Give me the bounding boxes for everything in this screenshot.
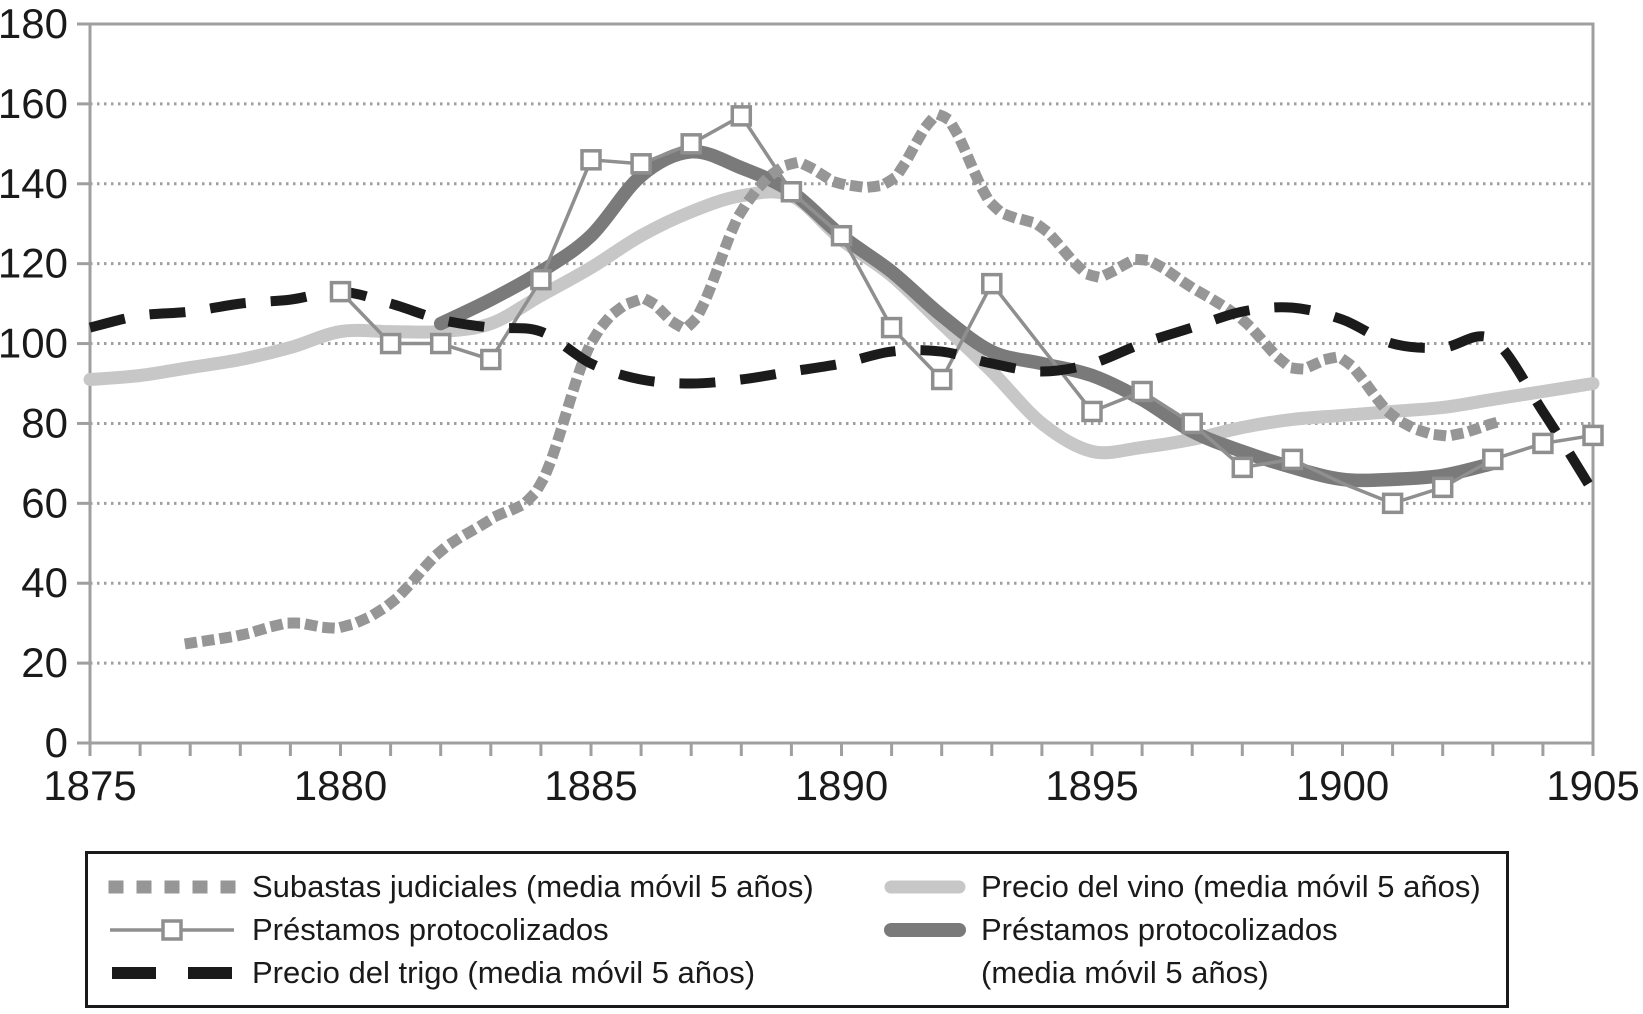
series-prestamos-marker xyxy=(981,272,1003,295)
series-prestamos-marker xyxy=(830,224,853,247)
series-prestamos-marker xyxy=(1482,448,1504,471)
legend-column-left: Subastas judiciales (media móvil 5 años)… xyxy=(88,865,845,1005)
y-tick-label: 40 xyxy=(21,559,68,606)
series-prestamos-marker xyxy=(1281,448,1304,471)
series-prestamos-marker xyxy=(780,181,803,203)
x-tick-label: 1890 xyxy=(795,762,888,809)
series-prestamos-marker xyxy=(1181,412,1203,435)
legend-item-trigo: Precio del trigo (media móvil 5 años) xyxy=(88,951,845,994)
legend-label-subastas: Subastas judiciales (media móvil 5 años) xyxy=(252,869,814,904)
legend-label-prestamos-mm-line3: (media móvil 5 años) xyxy=(981,955,1269,990)
subastas-dotted-line-swatch xyxy=(106,877,238,897)
series-prestamos-marker xyxy=(329,280,352,303)
series-prestamos-marker xyxy=(930,368,953,391)
y-tick-label: 120 xyxy=(0,240,68,287)
legend: Subastas judiciales (media móvil 5 años)… xyxy=(85,851,1509,1008)
x-tick-label: 1875 xyxy=(43,762,136,809)
y-tick-label: 180 xyxy=(0,0,68,47)
series-prestamos-marker xyxy=(480,348,502,371)
series-prestamos-marker xyxy=(1131,380,1153,403)
series-prestamos-marker xyxy=(1231,456,1254,479)
series-prestamos_mm-line xyxy=(433,145,1500,488)
legend-label-prestamos-mm-line2: Préstamos protocolizados xyxy=(981,912,1338,947)
prestamos-mm-thick-line-swatch xyxy=(883,920,967,940)
legend-label-vino: Precio del vino (media móvil 5 años) xyxy=(981,869,1481,904)
y-tick-label: 60 xyxy=(21,479,68,526)
y-tick-label: 160 xyxy=(0,80,68,127)
legend-item-prestamos-mm: Préstamos protocolizados xyxy=(845,908,1506,951)
legend-item-subastas: Subastas judiciales (media móvil 5 años) xyxy=(88,865,845,908)
series-prestamos-marker xyxy=(379,332,402,355)
y-tick-label: 0 xyxy=(45,719,68,766)
legend-label-prestamos: Préstamos protocolizados xyxy=(252,912,609,947)
series-subastas_mm-line xyxy=(183,110,1500,650)
series-prestamos-marker xyxy=(1381,492,1404,515)
series-prestamos-marker xyxy=(1532,432,1554,455)
legend-item-vino: Precio del vino (media móvil 5 años) xyxy=(845,865,1506,908)
x-tick-label: 1900 xyxy=(1296,762,1389,809)
series-prestamos-marker xyxy=(580,149,602,171)
series-prestamos-marker xyxy=(429,332,452,355)
legend-column-right: Precio del vino (media móvil 5 años) Pré… xyxy=(845,865,1506,1005)
series-prestamos-marker xyxy=(680,133,702,155)
y-tick-label: 20 xyxy=(21,639,68,686)
legend-item-prestamos: Préstamos protocolizados xyxy=(88,908,845,951)
x-tick-label: 1905 xyxy=(1546,762,1639,809)
legend-item-prestamos-mm-continuation: (media móvil 5 años) xyxy=(845,951,1506,994)
prestamos-marker-line-swatch xyxy=(106,918,238,942)
series-prestamos-marker xyxy=(730,105,753,127)
series-prestamos-marker xyxy=(1081,400,1103,423)
series-prestamos-marker xyxy=(530,268,552,291)
series-prestamos-marker xyxy=(630,153,652,175)
series-prestamos-marker xyxy=(1582,424,1604,447)
y-tick-label: 80 xyxy=(21,399,68,446)
series-prestamos-marker xyxy=(880,316,903,339)
trigo-dashed-line-swatch xyxy=(106,963,238,983)
series-prestamos-marker xyxy=(1431,476,1454,499)
x-tick-label: 1885 xyxy=(544,762,637,809)
x-tick-label: 1880 xyxy=(294,762,387,809)
y-tick-label: 140 xyxy=(0,160,68,207)
legend-label-trigo: Precio del trigo (media móvil 5 años) xyxy=(252,955,756,990)
vino-thick-line-swatch xyxy=(883,877,967,897)
y-tick-label: 100 xyxy=(0,320,68,367)
x-tick-label: 1895 xyxy=(1045,762,1138,809)
